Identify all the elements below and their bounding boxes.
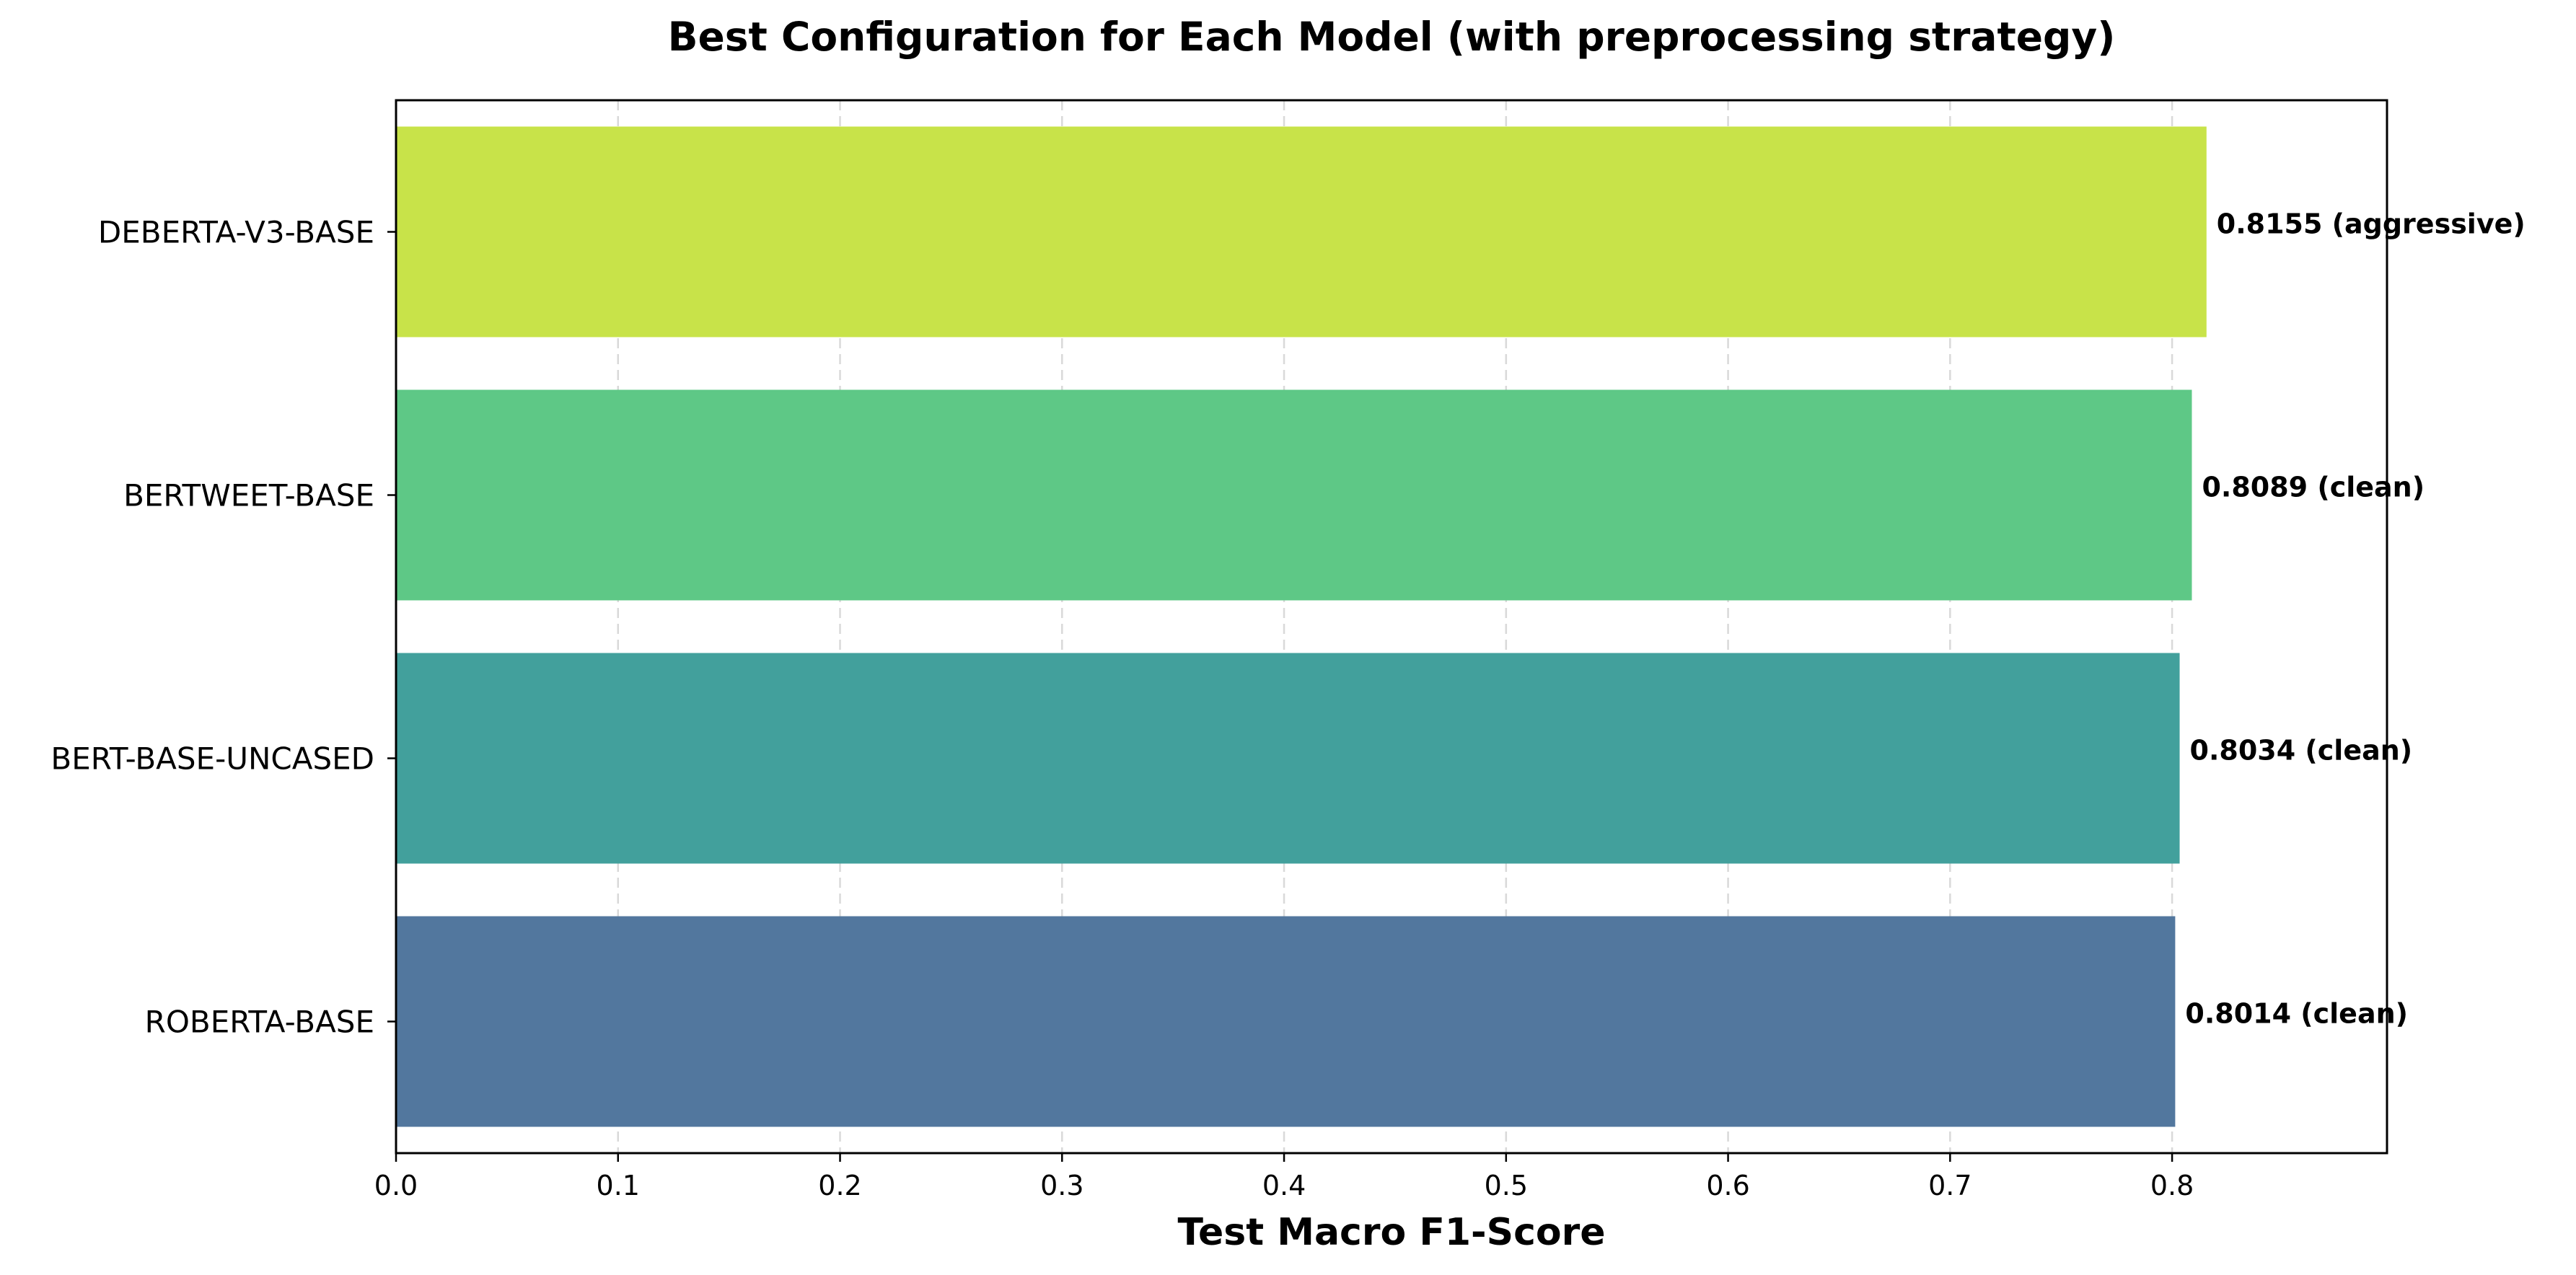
x-tick-label: 0.8 [2150, 1170, 2194, 1201]
x-tick-label: 0.6 [1706, 1170, 1749, 1201]
x-tick-label: 0.4 [1262, 1170, 1306, 1201]
x-axis-label: Test Macro F1-Score [1177, 1211, 1605, 1254]
data-labels-layer: 0.8155 (aggressive) 0.8089 (clean) 0.8034 … [2185, 208, 2525, 1030]
bars-layer [396, 126, 2207, 1127]
x-ticks-layer: 0.0 0.1 0.2 0.3 0.4 0.5 0.6 0.7 0.8 [374, 1153, 2194, 1201]
y-tick-label: DEBERTA-V3-BASE [98, 215, 374, 250]
y-ticks-layer: DEBERTA-V3-BASE BERTWEET-BASE BERT-BASE-UN… [50, 215, 396, 1040]
x-tick-label: 0.2 [818, 1170, 861, 1201]
bar [396, 653, 2180, 864]
chart-title: Best Configuration for Each Model (with … [668, 14, 2116, 60]
bar [396, 916, 2176, 1127]
y-tick-label: BERT-BASE-UNCASED [50, 741, 374, 777]
x-tick-label: 0.3 [1040, 1170, 1083, 1201]
data-label: 0.8034 (clean) [2190, 735, 2413, 767]
x-tick-label: 0.5 [1485, 1170, 1528, 1201]
x-tick-label: 0.7 [1928, 1170, 1971, 1201]
data-label: 0.8155 (aggressive) [2217, 208, 2526, 240]
x-tick-label: 0.1 [597, 1170, 640, 1201]
y-tick-label: BERTWEET-BASE [123, 478, 374, 513]
data-label: 0.8089 (clean) [2202, 472, 2425, 503]
data-label: 0.8014 (clean) [2185, 998, 2408, 1030]
y-tick-label: ROBERTA-BASE [145, 1005, 374, 1040]
bar [396, 126, 2207, 338]
x-tick-label: 0.0 [374, 1170, 418, 1201]
bar [396, 389, 2192, 601]
plot-frame [395, 99, 2388, 1155]
